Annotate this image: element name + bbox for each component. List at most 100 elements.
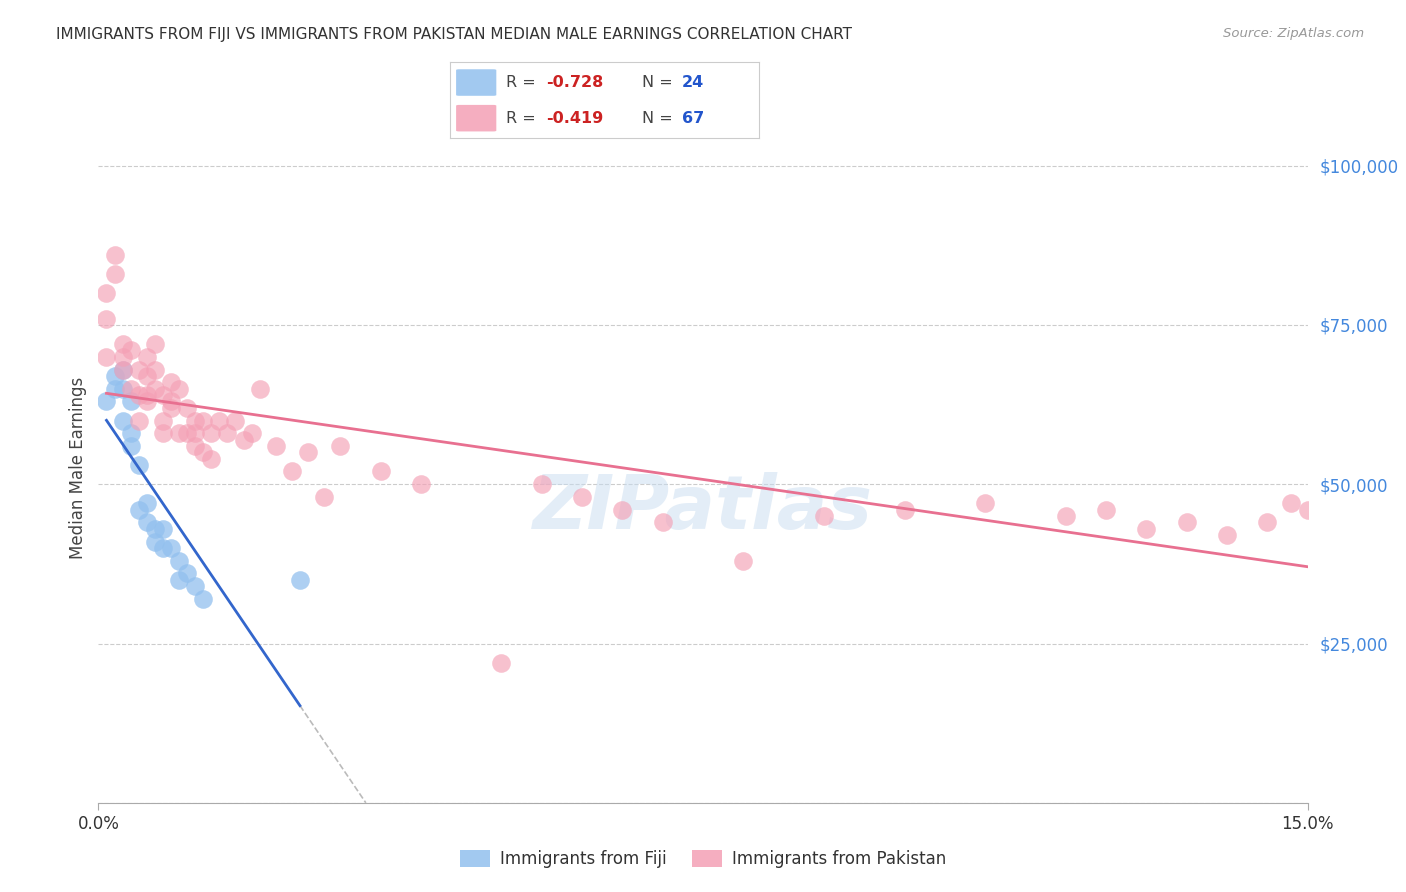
Point xyxy=(167,382,190,396)
Text: Source: ZipAtlas.com: Source: ZipAtlas.com xyxy=(1223,27,1364,40)
Point xyxy=(103,267,125,281)
Point xyxy=(193,413,215,427)
Point xyxy=(152,413,174,427)
Point xyxy=(143,362,166,376)
Text: ZIPatlas: ZIPatlas xyxy=(533,472,873,545)
Point xyxy=(128,362,150,376)
Point xyxy=(184,426,207,441)
Point xyxy=(176,426,198,441)
Point xyxy=(160,401,183,415)
Point xyxy=(281,465,304,479)
Point xyxy=(96,350,118,364)
Point xyxy=(111,382,134,396)
Point xyxy=(184,439,207,453)
Point xyxy=(200,451,222,466)
Point xyxy=(240,426,263,441)
Text: -0.419: -0.419 xyxy=(546,111,603,126)
Point xyxy=(1095,502,1118,516)
FancyBboxPatch shape xyxy=(456,70,496,95)
Point xyxy=(128,388,150,402)
Point xyxy=(160,541,183,555)
Point xyxy=(1256,516,1278,530)
Point xyxy=(176,566,198,581)
Text: R =: R = xyxy=(506,75,540,90)
Point xyxy=(111,362,134,376)
Point xyxy=(143,522,166,536)
Point xyxy=(264,439,287,453)
Text: -0.728: -0.728 xyxy=(546,75,603,90)
Point xyxy=(128,458,150,472)
Point xyxy=(314,490,336,504)
Point xyxy=(733,554,755,568)
Legend: Immigrants from Fiji, Immigrants from Pakistan: Immigrants from Fiji, Immigrants from Pa… xyxy=(453,843,953,875)
Point xyxy=(1216,528,1239,542)
Text: N =: N = xyxy=(641,111,678,126)
Point xyxy=(184,413,207,427)
Point xyxy=(111,362,134,376)
Point xyxy=(103,368,125,383)
Point xyxy=(176,401,198,415)
Text: R =: R = xyxy=(506,111,540,126)
Text: 67: 67 xyxy=(682,111,704,126)
Point xyxy=(813,509,835,524)
Point xyxy=(152,388,174,402)
Point xyxy=(160,394,183,409)
Point xyxy=(288,573,311,587)
Point xyxy=(1281,496,1303,510)
Point xyxy=(135,496,157,510)
Point xyxy=(1175,516,1198,530)
Point xyxy=(96,286,118,301)
Point xyxy=(128,413,150,427)
Point xyxy=(167,426,190,441)
Point xyxy=(120,382,142,396)
Point xyxy=(135,516,157,530)
Point xyxy=(1135,522,1157,536)
Point xyxy=(571,490,593,504)
Point xyxy=(111,413,134,427)
Point xyxy=(152,522,174,536)
Point xyxy=(128,502,150,516)
Point xyxy=(135,368,157,383)
Point xyxy=(232,433,254,447)
Point xyxy=(152,426,174,441)
Point xyxy=(224,413,246,427)
Point xyxy=(1296,502,1319,516)
Point xyxy=(612,502,634,516)
Point xyxy=(120,394,142,409)
Point xyxy=(193,591,215,606)
Point xyxy=(491,656,513,670)
Y-axis label: Median Male Earnings: Median Male Earnings xyxy=(69,377,87,559)
Point xyxy=(297,445,319,459)
Point xyxy=(111,350,134,364)
Point xyxy=(409,477,432,491)
Point xyxy=(160,376,183,390)
Point xyxy=(120,343,142,358)
Point xyxy=(143,534,166,549)
Point xyxy=(249,382,271,396)
Point xyxy=(193,445,215,459)
Point xyxy=(651,516,673,530)
Point xyxy=(329,439,352,453)
Point xyxy=(167,573,190,587)
Point xyxy=(974,496,997,510)
Point xyxy=(200,426,222,441)
Point xyxy=(208,413,231,427)
Point xyxy=(96,394,118,409)
Point xyxy=(103,382,125,396)
Point xyxy=(120,439,142,453)
Point xyxy=(893,502,915,516)
Point xyxy=(530,477,553,491)
Text: IMMIGRANTS FROM FIJI VS IMMIGRANTS FROM PAKISTAN MEDIAN MALE EARNINGS CORRELATIO: IMMIGRANTS FROM FIJI VS IMMIGRANTS FROM … xyxy=(56,27,852,42)
Point xyxy=(135,388,157,402)
Point xyxy=(135,350,157,364)
Point xyxy=(184,579,207,593)
Point xyxy=(103,248,125,262)
Point xyxy=(167,554,190,568)
Point xyxy=(152,541,174,555)
Point xyxy=(370,465,392,479)
Point xyxy=(135,394,157,409)
Point xyxy=(143,337,166,351)
Text: N =: N = xyxy=(641,75,678,90)
Point xyxy=(217,426,239,441)
FancyBboxPatch shape xyxy=(456,105,496,131)
